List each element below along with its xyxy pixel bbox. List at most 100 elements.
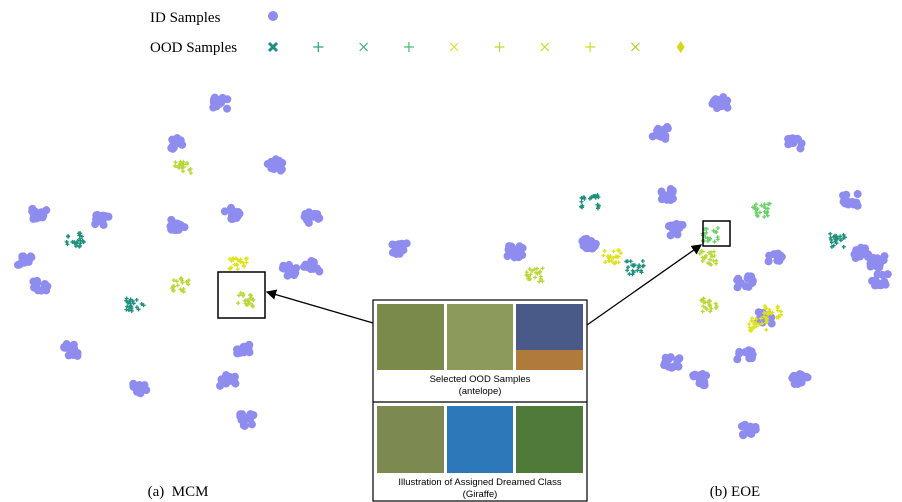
id-point bbox=[714, 95, 723, 104]
id-point bbox=[388, 240, 397, 249]
ood-point bbox=[70, 239, 75, 244]
legend-ood-label: OOD Samples bbox=[150, 40, 237, 56]
ood-point bbox=[65, 242, 70, 247]
ood-point bbox=[186, 282, 191, 287]
id-point bbox=[666, 185, 675, 194]
ood-point bbox=[640, 264, 645, 269]
ood-point bbox=[715, 226, 720, 231]
ood-point bbox=[713, 301, 718, 306]
id-point bbox=[216, 381, 225, 390]
ood-point bbox=[128, 301, 133, 306]
ood-point bbox=[707, 299, 712, 304]
ood-point bbox=[833, 239, 838, 244]
ood-point bbox=[636, 265, 641, 270]
ood-point bbox=[640, 259, 645, 264]
legend-ood-marker bbox=[676, 41, 685, 53]
ood-point bbox=[639, 270, 644, 275]
ood-point bbox=[709, 262, 714, 267]
ood-point bbox=[188, 167, 193, 172]
id-point bbox=[712, 104, 721, 113]
id-point bbox=[852, 252, 861, 261]
id-point bbox=[866, 259, 875, 268]
id-point bbox=[209, 98, 218, 107]
id-point bbox=[274, 162, 283, 171]
ood-point bbox=[841, 236, 846, 241]
ood-point bbox=[179, 161, 184, 166]
id-point bbox=[662, 195, 671, 204]
id-point bbox=[388, 248, 397, 257]
ood-point bbox=[711, 258, 716, 263]
ood-point bbox=[779, 312, 784, 317]
ood-point bbox=[64, 239, 69, 244]
id-point bbox=[864, 250, 873, 259]
arrow bbox=[586, 244, 703, 326]
ood-point bbox=[631, 263, 636, 268]
ood-point bbox=[762, 304, 767, 309]
ood-point bbox=[134, 297, 139, 302]
ood-point bbox=[829, 240, 834, 245]
id-point bbox=[223, 104, 232, 113]
id-point bbox=[220, 207, 229, 216]
id-point bbox=[507, 242, 516, 251]
id-point bbox=[237, 415, 246, 424]
inset: Selected OOD Samples (antelope) Illustra… bbox=[372, 299, 588, 502]
ood-point bbox=[241, 260, 246, 265]
id-point bbox=[314, 214, 323, 223]
id-point bbox=[873, 254, 882, 263]
id-point bbox=[315, 267, 324, 276]
id-point bbox=[227, 214, 236, 223]
ood-point bbox=[228, 266, 233, 271]
ood-point bbox=[752, 205, 757, 210]
inset-caption: Illustration of Assigned Dreamed Class bbox=[398, 477, 561, 488]
ood-point bbox=[832, 233, 837, 238]
ood-point bbox=[232, 262, 237, 267]
ood-point bbox=[625, 268, 630, 273]
legend-ood-marker bbox=[403, 42, 414, 52]
ood-point bbox=[173, 160, 178, 165]
ood-point bbox=[534, 270, 539, 275]
id-point bbox=[515, 247, 524, 256]
id-point bbox=[38, 213, 47, 222]
ood-point bbox=[618, 251, 623, 256]
ood-point bbox=[532, 275, 537, 280]
ood-point bbox=[775, 305, 780, 310]
photo-giraffe bbox=[447, 406, 513, 473]
arrow bbox=[265, 289, 374, 324]
ood-point bbox=[235, 258, 240, 263]
ood-point bbox=[184, 279, 189, 284]
ood-point bbox=[184, 162, 189, 167]
ood-point bbox=[776, 314, 781, 319]
ood-point bbox=[701, 304, 706, 309]
ood-point bbox=[715, 235, 720, 240]
ood-point bbox=[625, 259, 630, 264]
ood-point bbox=[767, 307, 772, 312]
id-point bbox=[234, 211, 243, 220]
id-point bbox=[306, 265, 315, 274]
id-point bbox=[797, 139, 806, 148]
id-point bbox=[767, 319, 776, 328]
ood-point bbox=[540, 279, 545, 284]
ood-point bbox=[711, 228, 716, 233]
ood-point bbox=[238, 291, 243, 296]
ood-point bbox=[757, 210, 762, 215]
ood-point bbox=[528, 272, 533, 277]
ood-point bbox=[764, 306, 769, 311]
ood-point bbox=[538, 269, 543, 274]
ood-point bbox=[748, 328, 753, 333]
id-point bbox=[789, 371, 798, 380]
id-point bbox=[245, 341, 254, 350]
photo-giraffe bbox=[377, 406, 444, 473]
ood-point bbox=[80, 238, 85, 243]
id-point bbox=[24, 257, 33, 266]
id-point bbox=[582, 234, 591, 243]
zoom-box bbox=[702, 220, 731, 247]
id-point bbox=[803, 373, 812, 382]
id-point bbox=[676, 220, 685, 229]
ood-point bbox=[703, 235, 708, 240]
ood-point bbox=[186, 278, 191, 283]
ood-point bbox=[595, 193, 600, 198]
id-point bbox=[223, 95, 232, 104]
ood-point bbox=[754, 316, 759, 321]
ood-point bbox=[762, 214, 767, 219]
ood-point bbox=[596, 204, 601, 209]
